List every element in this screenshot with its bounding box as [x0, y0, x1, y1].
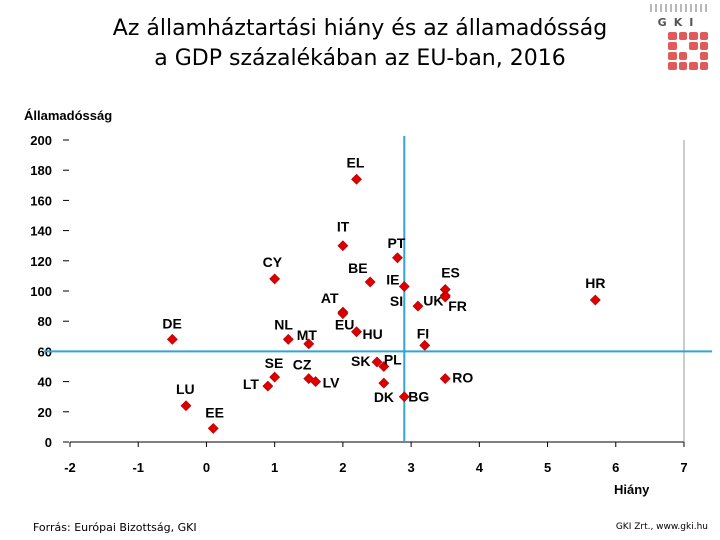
logo-text: GKI — [657, 16, 701, 29]
y-axis-title: Államadósság — [24, 108, 112, 123]
point-label-de: DE — [162, 315, 181, 331]
y-tick-label: 160 — [30, 193, 52, 208]
point-label-si: SI — [390, 293, 403, 309]
x-tick-label: 4 — [476, 460, 484, 475]
marker-fr — [439, 291, 451, 303]
y-tick-label: 20 — [38, 405, 52, 420]
marker-eu — [337, 308, 349, 320]
y-tick-label: 120 — [30, 254, 52, 269]
point-label-it: IT — [337, 219, 350, 235]
logo-grid-icon — [668, 32, 708, 70]
point-label-be: BE — [348, 260, 367, 276]
point-label-bg: BG — [408, 389, 429, 405]
title-line-2: a GDP százalékában az EU-ban, 2016 — [154, 46, 566, 71]
credit-note: GKI Zrt., www.gki.hu — [615, 522, 708, 532]
x-tick-label: 0 — [203, 460, 210, 475]
marker-lu — [180, 400, 192, 412]
point-label-fr: FR — [448, 298, 467, 314]
marker-lv — [310, 376, 322, 388]
point-label-fi: FI — [417, 325, 429, 341]
x-tick-label: 3 — [407, 460, 414, 475]
point-label-pt: PT — [387, 235, 405, 251]
marker-nl — [282, 333, 294, 345]
point-label-hr: HR — [585, 275, 605, 291]
point-label-cz: CZ — [293, 357, 312, 373]
marker-cz — [303, 373, 315, 385]
y-tick-label: 100 — [30, 284, 52, 299]
marker-dk — [378, 377, 390, 389]
point-label-ie: IE — [386, 271, 399, 287]
point-label-uk: UK — [423, 293, 443, 309]
x-tick-label: -1 — [132, 460, 144, 475]
x-tick-label: 5 — [544, 460, 551, 475]
marker-fi — [419, 339, 431, 351]
marker-lt — [262, 380, 274, 392]
x-tick-label: 7 — [680, 460, 687, 475]
y-tick-label: 200 — [30, 133, 52, 148]
point-label-el: EL — [347, 154, 365, 170]
point-label-cy: CY — [263, 254, 283, 270]
source-note: Forrás: Európai Bizottság, GKI — [33, 521, 197, 534]
marker-cy — [269, 273, 281, 285]
marker-hu — [351, 326, 362, 338]
marker-de — [166, 333, 178, 345]
x-tick-label: 1 — [271, 460, 278, 475]
marker-se — [269, 371, 281, 383]
y-tick-label: 40 — [38, 375, 52, 390]
point-label-at: AT — [321, 290, 339, 306]
marker-be — [364, 276, 376, 288]
marker-pt — [392, 252, 403, 264]
y-tick-label: 80 — [38, 314, 52, 329]
y-tick-label: 180 — [30, 163, 52, 178]
x-tick-label: 2 — [339, 460, 346, 475]
marker-mt — [303, 338, 315, 350]
y-tick-label: 140 — [30, 224, 52, 239]
marker-ee — [207, 422, 219, 434]
point-label-lv: LV — [323, 375, 341, 391]
marker-sk — [371, 356, 383, 368]
point-label-hu: HU — [363, 326, 383, 342]
point-label-mt: MT — [297, 327, 318, 343]
point-label-pl: PL — [384, 352, 402, 368]
x-axis-title: Hiány — [614, 482, 650, 497]
marker-pl — [378, 361, 390, 372]
x-tick-label: -2 — [64, 460, 76, 475]
marker-bg — [398, 391, 410, 403]
point-label-lu: LU — [176, 381, 195, 397]
point-label-dk: DK — [374, 389, 394, 405]
point-label-eu: EU — [335, 317, 354, 333]
logo-dots-decoration — [650, 4, 710, 12]
point-label-sk: SK — [351, 353, 370, 369]
marker-ie — [398, 281, 410, 292]
marker-el — [351, 173, 362, 185]
gki-logo: GKI — [644, 4, 714, 72]
x-tick-label: 6 — [612, 460, 619, 475]
point-label-ro: RO — [452, 370, 473, 386]
title-line-1: Az államháztartási hiány és az államadós… — [112, 16, 608, 41]
y-tick-label: 0 — [45, 435, 52, 450]
marker-hr — [589, 294, 601, 306]
chart-title: Az államháztartási hiány és az államadós… — [0, 14, 720, 74]
marker-it — [337, 240, 349, 252]
marker-ro — [439, 373, 451, 385]
point-label-se: SE — [265, 355, 284, 371]
point-label-ee: EE — [205, 404, 224, 420]
marker-si — [412, 300, 424, 312]
point-label-es: ES — [441, 264, 460, 280]
point-label-nl: NL — [274, 316, 293, 332]
point-label-lt: LT — [243, 376, 260, 392]
